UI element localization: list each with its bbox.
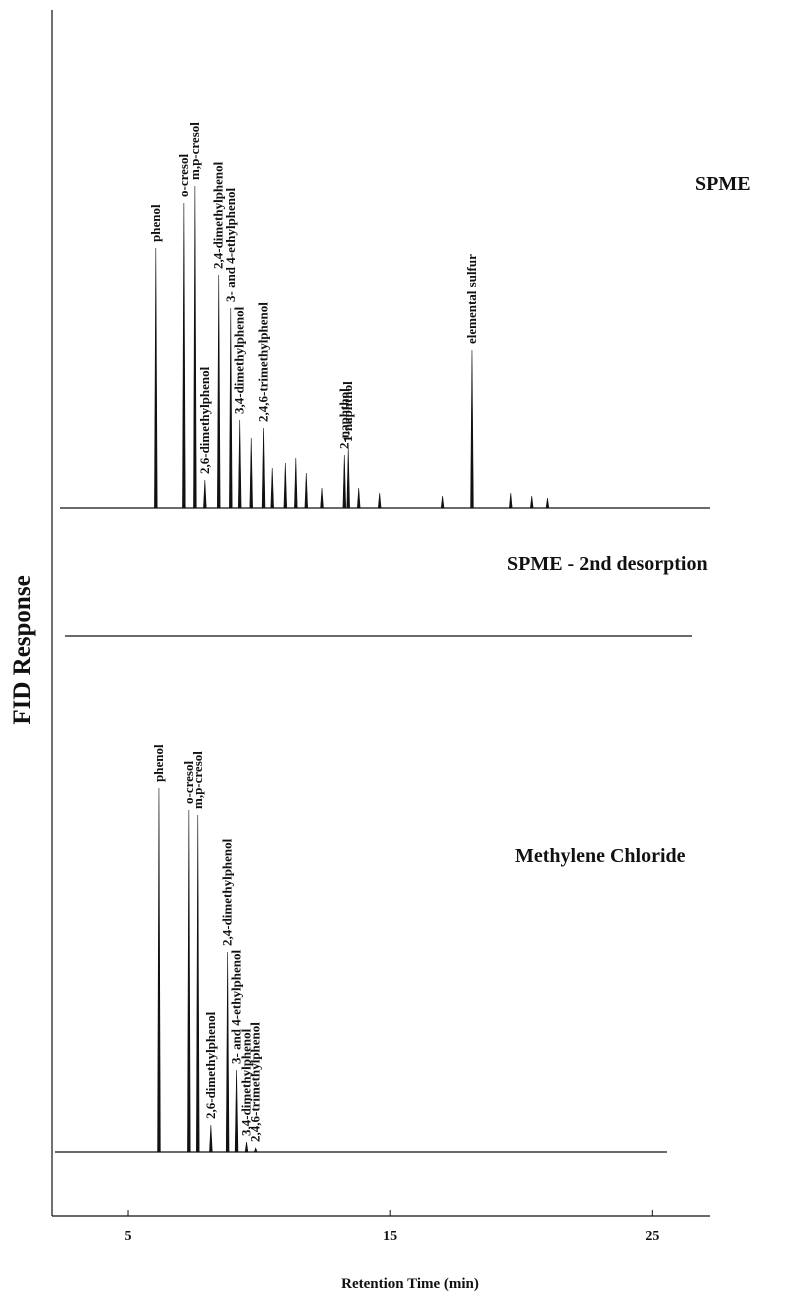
peak-label: m,p-cresol bbox=[187, 122, 202, 180]
peak-label: 2,4-dimethylphenol bbox=[211, 161, 226, 269]
peak-label: 2,6-dimethylphenol bbox=[197, 366, 212, 474]
peak bbox=[217, 274, 221, 509]
peak-label: 2,4-dimethylphenol bbox=[220, 838, 235, 946]
peak bbox=[346, 447, 350, 509]
peak-label: o-cresol bbox=[181, 761, 196, 804]
peak bbox=[320, 487, 324, 509]
peak bbox=[196, 814, 200, 1153]
trace-name: SPME bbox=[695, 173, 751, 195]
peak bbox=[157, 787, 161, 1153]
peak-label: elemental sulfur bbox=[464, 254, 479, 344]
peak-label: m,p-cresol bbox=[190, 751, 205, 809]
peak bbox=[545, 497, 550, 509]
x-tick-label: 25 bbox=[645, 1229, 659, 1244]
peak bbox=[187, 809, 191, 1153]
peak-label: 2,6-dimethylphenol bbox=[203, 1011, 218, 1119]
trace-name: SPME - 2nd desorption bbox=[507, 553, 708, 575]
peak bbox=[356, 487, 361, 509]
peak bbox=[509, 492, 513, 509]
x-tick-label: 15 bbox=[383, 1229, 397, 1244]
peak-label: 3- and 4-ethylphenol bbox=[223, 187, 238, 302]
peak-label: o-cresol bbox=[176, 154, 191, 197]
y-axis-label: FID Response bbox=[9, 575, 36, 724]
peak bbox=[529, 495, 534, 509]
peak bbox=[470, 349, 474, 509]
peak bbox=[253, 1147, 258, 1153]
peak bbox=[304, 472, 308, 509]
peak bbox=[249, 437, 253, 509]
peak bbox=[234, 1069, 239, 1153]
peak bbox=[440, 495, 445, 509]
peak bbox=[229, 307, 233, 509]
peak-label: phenol bbox=[148, 204, 163, 242]
peak bbox=[154, 247, 158, 509]
peak bbox=[193, 185, 197, 509]
peak bbox=[182, 202, 186, 509]
peak bbox=[283, 462, 288, 509]
x-axis-label: Retention Time (min) bbox=[341, 1276, 479, 1292]
peak-label: 2-naphthol bbox=[336, 388, 351, 449]
peak-label: phenol bbox=[151, 744, 166, 782]
x-tick-label: 5 bbox=[125, 1229, 132, 1244]
peak bbox=[203, 479, 207, 509]
peak-label: 1-naphthol bbox=[340, 381, 355, 442]
peak bbox=[225, 951, 230, 1153]
peak-label: 2,4,6-trimethylphenol bbox=[248, 1022, 263, 1142]
peak bbox=[244, 1141, 249, 1153]
peak-label: 3- and 4-ethylphenol bbox=[229, 949, 244, 1064]
peak bbox=[342, 454, 347, 509]
peak-label: 2,4,6-trimethylphenol bbox=[256, 302, 271, 422]
peak bbox=[261, 427, 266, 509]
peak bbox=[237, 419, 242, 509]
peak bbox=[209, 1124, 213, 1153]
trace-name: Methylene Chloride bbox=[515, 845, 686, 867]
peak bbox=[294, 457, 298, 509]
peak-label: 3,4-dimethylphenol bbox=[232, 306, 247, 414]
peak bbox=[377, 492, 382, 509]
peak-label: 3,4-dimethylphenol bbox=[239, 1028, 254, 1136]
peak bbox=[270, 467, 274, 509]
